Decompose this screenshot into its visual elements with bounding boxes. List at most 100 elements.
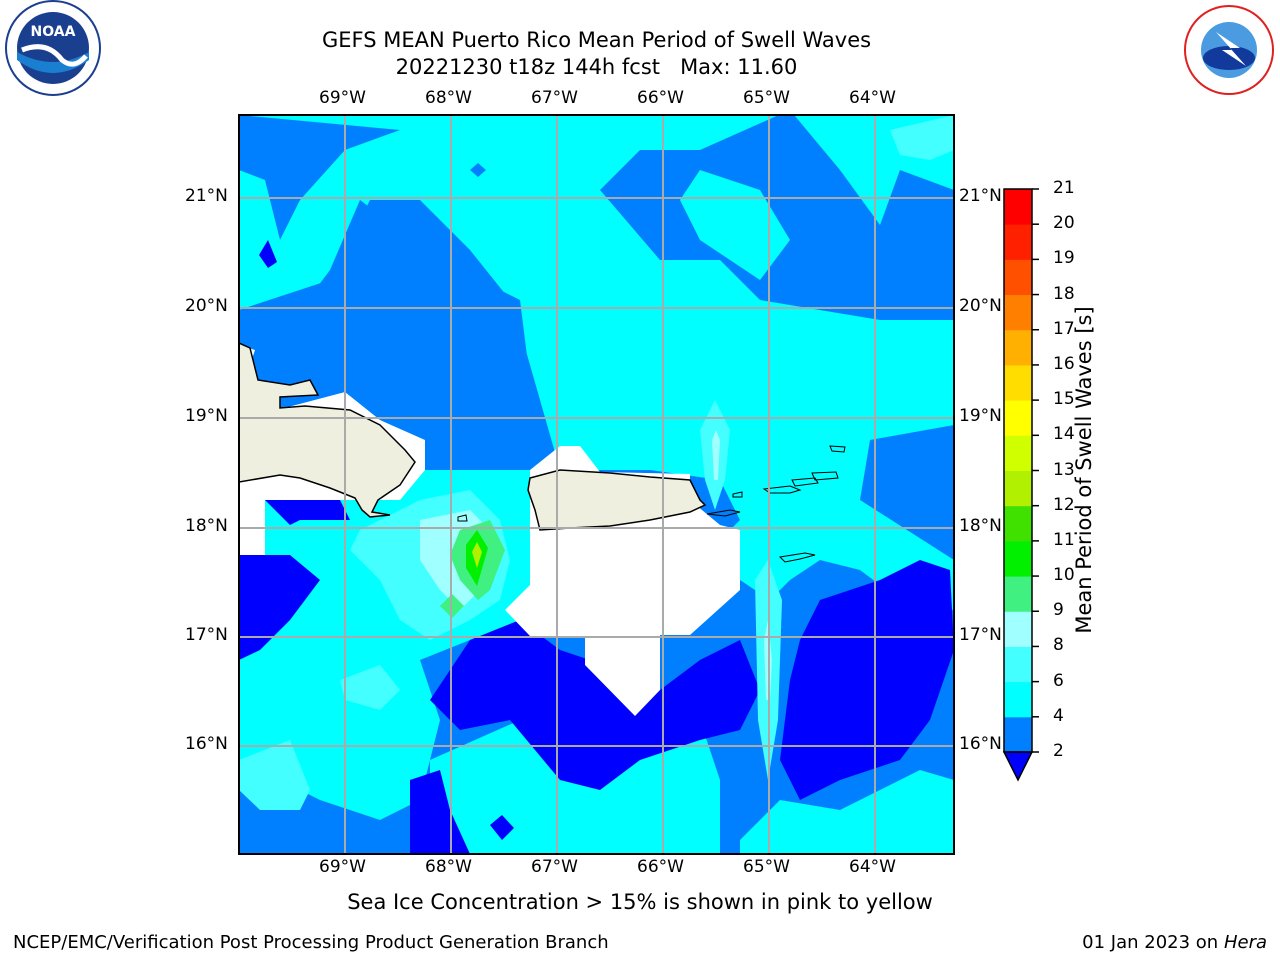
st-croix-island (778, 552, 816, 563)
lon-label-bottom: 69°W (319, 857, 366, 877)
colorbar-segment (1004, 435, 1032, 471)
colorbar-tick-label: 2 (1053, 741, 1064, 761)
colorbar-tick-label: 4 (1053, 705, 1064, 726)
sea-ice-caption: Sea Ice Concentration > 15% is shown in … (0, 890, 1280, 914)
lat-label-left: 18°N (185, 516, 228, 536)
colorbar-segment (1004, 259, 1032, 296)
lat-label-left: 17°N (185, 625, 228, 645)
colorbar-tick-label: 13 (1053, 459, 1075, 480)
contour-6-8-pocket (340, 665, 400, 710)
lat-label-right: 20°N (959, 296, 1002, 316)
lon-label-bottom: 67°W (531, 857, 578, 877)
colorbar-tick-label: 9 (1053, 600, 1064, 621)
lat-label-left: 20°N (185, 296, 228, 316)
lon-label-top: 67°W (531, 88, 578, 108)
lat-label-right: 21°N (959, 186, 1002, 206)
footer-branch: NCEP/EMC/Verification Post Processing Pr… (13, 932, 609, 953)
lon-label-bottom: 65°W (743, 857, 790, 877)
colorbar-tick-label: 6 (1053, 670, 1064, 691)
colorbar-tick-label: 19 (1053, 248, 1075, 269)
vieques-island (706, 509, 741, 517)
lat-label-right: 18°N (959, 516, 1002, 536)
mona-island (457, 514, 468, 522)
colorbar-segment (1004, 716, 1032, 753)
colorbar-tick-label: 10 (1053, 565, 1075, 586)
contour-2-4-dot (470, 163, 486, 177)
lon-label-bottom: 66°W (637, 857, 684, 877)
colorbar-segment (1004, 646, 1032, 683)
virgin-islands-3 (811, 471, 839, 481)
lat-label-right: 17°N (959, 625, 1002, 645)
anegada-island (829, 445, 846, 453)
colorbar-extend-arrow (1002, 751, 1034, 782)
colorbar-segment (1004, 294, 1032, 331)
nws-logo-icon (1183, 4, 1275, 96)
virgin-islands-2 (791, 477, 819, 487)
contour-2-4-pocket (300, 200, 530, 390)
colorbar-segments (1004, 189, 1032, 753)
swell-period-field (239, 115, 954, 854)
colorbar-segment (1004, 681, 1032, 718)
contour-below-2-s2 (410, 770, 470, 854)
hispaniola-land (239, 342, 416, 518)
footer-date-text: 01 Jan 2023 on (1082, 932, 1224, 953)
lat-label-right: 19°N (959, 406, 1002, 426)
colorbar (1002, 188, 1039, 782)
contour-below-2-strip (265, 500, 350, 525)
contour-below-2-dot (490, 815, 514, 840)
contour-below-2-south (430, 620, 760, 790)
contour-below-2-west (239, 555, 320, 660)
colorbar-segment (1004, 329, 1032, 366)
lon-label-top: 66°W (637, 88, 684, 108)
chart-title: GEFS MEAN Puerto Rico Mean Period of Swe… (321, 28, 872, 52)
colorbar-segment (1004, 189, 1032, 225)
max-value: Max: 11.60 (680, 55, 798, 79)
chart-subtitle: 20221230 t18z 144h fcst Max: 11.60 (0, 55, 1193, 79)
colorbar-tick-label: 21 (1053, 178, 1075, 198)
lon-label-top: 68°W (425, 88, 472, 108)
streak-1-core (712, 430, 720, 480)
contour-below-2-east (780, 560, 954, 800)
contour-below-2-dot2 (259, 240, 277, 268)
lon-label-top: 69°W (319, 88, 366, 108)
noaa-logo: NOAA (2, 0, 104, 102)
colorbar-tick-label: 16 (1053, 353, 1075, 374)
colorbar-segment (1004, 540, 1032, 577)
colorbar-tick-label: 8 (1053, 635, 1064, 656)
colorbar-segment (1004, 400, 1032, 436)
colorbar-ticks (1032, 188, 1039, 753)
lon-label-bottom: 64°W (849, 857, 896, 877)
footer-host: Hera (1223, 932, 1267, 953)
lat-label-left: 16°N (185, 734, 228, 754)
lat-label-left: 21°N (185, 186, 228, 206)
lon-label-top: 64°W (849, 88, 896, 108)
colorbar-title: Mean Period of Swell Waves [s] (1072, 306, 1096, 634)
lat-label-left: 19°N (185, 406, 228, 426)
colorbar-tick-label: 11 (1053, 529, 1075, 550)
map-frame (238, 114, 955, 855)
colorbar-tick-label: 20 (1053, 213, 1075, 234)
lon-label-top: 65°W (743, 88, 790, 108)
forecast-info: 20221230 t18z 144h fcst (395, 55, 661, 79)
contour-6-8-ne (890, 115, 954, 160)
colorbar-segment (1004, 364, 1032, 401)
contour-4-6-se (740, 770, 954, 854)
colorbar-tick-label: 18 (1053, 283, 1075, 304)
colorbar-tick-label: 12 (1053, 494, 1075, 515)
colorbar-segment (1004, 576, 1032, 612)
colorbar-segment (1004, 505, 1032, 542)
colorbar-segment (1004, 224, 1032, 260)
gridlines (239, 115, 954, 854)
nws-logo (1178, 2, 1280, 102)
lon-label-bottom: 68°W (425, 857, 472, 877)
sea-ice-caption-text: Sea Ice Concentration > 15% is shown in … (347, 890, 933, 914)
colorbar-segment (1004, 611, 1032, 647)
puerto-rico-land (527, 469, 707, 531)
noaa-logo-icon: NOAA (5, 0, 101, 96)
footer-date: 01 Jan 2023 on Hera (1082, 932, 1267, 953)
contour-4-6-north (239, 115, 954, 610)
lat-label-right: 16°N (959, 734, 1002, 754)
colorbar-tick-label: 17 (1053, 318, 1075, 339)
noaa-logo-text: NOAA (31, 24, 76, 40)
